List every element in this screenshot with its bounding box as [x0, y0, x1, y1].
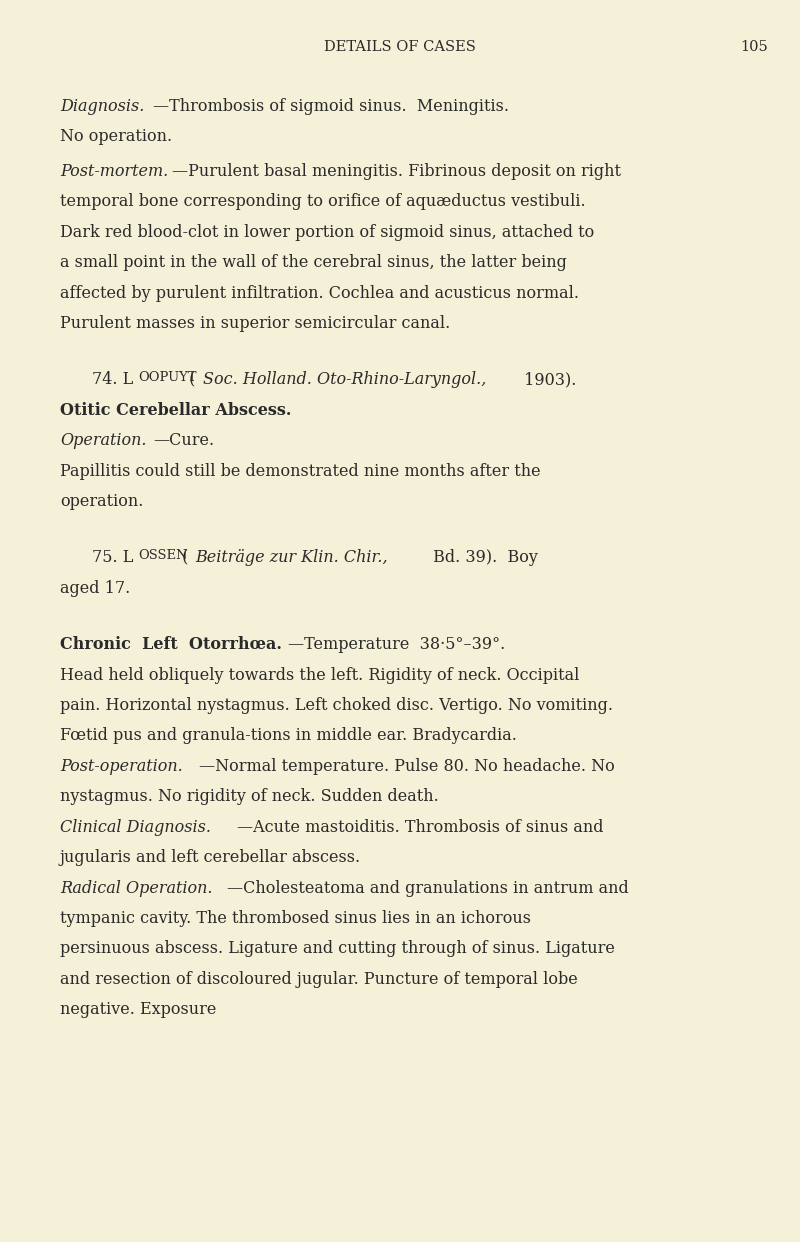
- Text: Dark red blood-clot in lower portion of sigmoid sinus, attached to: Dark red blood-clot in lower portion of …: [60, 224, 594, 241]
- Text: DETAILS OF CASES: DETAILS OF CASES: [324, 40, 476, 53]
- Text: Clinical Diagnosis.: Clinical Diagnosis.: [60, 818, 211, 836]
- Text: —Purulent basal meningitis. Fibrinous deposit on right: —Purulent basal meningitis. Fibrinous de…: [171, 163, 621, 180]
- Text: temporal bone corresponding to orifice of aquæductus vestibuli.: temporal bone corresponding to orifice o…: [60, 194, 586, 210]
- Text: Purulent masses in superior semicircular canal.: Purulent masses in superior semicircular…: [60, 315, 450, 332]
- Text: —Thrombosis of sigmoid sinus.  Meningitis.: —Thrombosis of sigmoid sinus. Meningitis…: [153, 98, 509, 114]
- Text: —Cholesteatoma and granulations in antrum and: —Cholesteatoma and granulations in antru…: [227, 879, 629, 897]
- Text: operation.: operation.: [60, 493, 143, 510]
- Text: —Normal temperature. Pulse 80. No headache. No: —Normal temperature. Pulse 80. No headac…: [199, 758, 615, 775]
- Text: 75. L: 75. L: [92, 549, 134, 566]
- Text: Operation.: Operation.: [60, 432, 146, 450]
- Text: Otitic Cerebellar Abscess.: Otitic Cerebellar Abscess.: [60, 402, 291, 419]
- Text: jugularis and left cerebellar abscess.: jugularis and left cerebellar abscess.: [60, 850, 361, 866]
- Text: Chronic  Left  Otorrhœa.: Chronic Left Otorrhœa.: [60, 636, 282, 653]
- Text: Papillitis could still be demonstrated nine months after the: Papillitis could still be demonstrated n…: [60, 463, 541, 479]
- Text: Diagnosis.: Diagnosis.: [60, 98, 144, 114]
- Text: Radical Operation.: Radical Operation.: [60, 879, 213, 897]
- Text: Bd. 39).  Boy: Bd. 39). Boy: [428, 549, 538, 566]
- Text: Beiträge zur Klin. Chir.,: Beiträge zur Klin. Chir.,: [195, 549, 388, 566]
- Text: (: (: [177, 549, 188, 566]
- Text: Post-mortem.: Post-mortem.: [60, 163, 168, 180]
- Text: No operation.: No operation.: [60, 128, 172, 145]
- Text: and resection of discoloured jugular. Puncture of temporal lobe: and resection of discoloured jugular. Pu…: [60, 971, 578, 987]
- Text: Head held obliquely towards the left. Rigidity of neck. Occipital: Head held obliquely towards the left. Ri…: [60, 667, 579, 683]
- Text: nystagmus. No rigidity of neck. Sudden death.: nystagmus. No rigidity of neck. Sudden d…: [60, 789, 438, 805]
- Text: tympanic cavity. The thrombosed sinus lies in an ichorous: tympanic cavity. The thrombosed sinus li…: [60, 910, 531, 927]
- Text: negative. Exposure: negative. Exposure: [60, 1001, 216, 1018]
- Text: OOPUYT: OOPUYT: [138, 371, 197, 385]
- Text: pain. Horizontal nystagmus. Left choked disc. Vertigo. No vomiting.: pain. Horizontal nystagmus. Left choked …: [60, 697, 613, 714]
- Text: 74. L: 74. L: [92, 371, 134, 389]
- Text: (: (: [184, 371, 196, 389]
- Text: aged 17.: aged 17.: [60, 580, 130, 597]
- Text: 1903).: 1903).: [519, 371, 576, 389]
- Text: a small point in the wall of the cerebral sinus, the latter being: a small point in the wall of the cerebra…: [60, 255, 567, 271]
- Text: persinuous abscess. Ligature and cutting through of sinus. Ligature: persinuous abscess. Ligature and cutting…: [60, 940, 615, 958]
- Text: OSSEN: OSSEN: [138, 549, 188, 563]
- Text: affected by purulent infiltration. Cochlea and acusticus normal.: affected by purulent infiltration. Cochl…: [60, 284, 579, 302]
- Text: 105: 105: [740, 40, 768, 53]
- Text: —Acute mastoiditis. Thrombosis of sinus and: —Acute mastoiditis. Thrombosis of sinus …: [237, 818, 603, 836]
- Text: —Temperature  38·5°–39°.: —Temperature 38·5°–39°.: [288, 636, 506, 653]
- Text: Post-operation.: Post-operation.: [60, 758, 182, 775]
- Text: Fœtid pus and granula-tions in middle ear. Bradycardia.: Fœtid pus and granula-tions in middle ea…: [60, 728, 517, 744]
- Text: Soc. Holland. Oto-Rhino-Laryngol.,: Soc. Holland. Oto-Rhino-Laryngol.,: [203, 371, 486, 389]
- Text: —Cure.: —Cure.: [153, 432, 214, 450]
